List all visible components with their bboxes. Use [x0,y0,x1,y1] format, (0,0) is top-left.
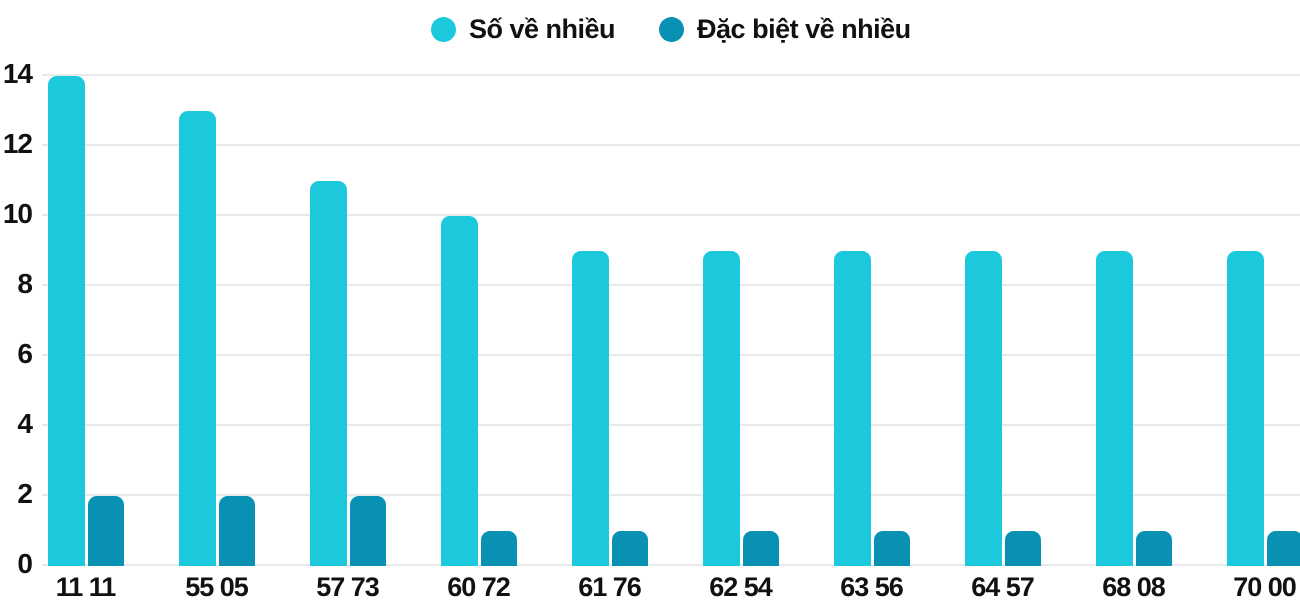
gridline [42,214,1300,216]
bar-ac-biet-ve-nhieu[interactable] [1266,531,1300,566]
y-tick-label: 12 [2,128,33,159]
gridline [42,144,1300,146]
gridline [42,424,1300,426]
bar-so-ve-nhieu[interactable] [1095,251,1133,566]
bar-so-ve-nhieu[interactable] [178,111,216,566]
bar-ac-biet-ve-nhieu[interactable] [1135,531,1172,566]
bar-ac-biet-ve-nhieu[interactable] [349,496,386,566]
x-axis-label: 63 56 [840,572,904,600]
bar-so-ve-nhieu[interactable] [1226,251,1264,566]
x-axis-label: 68 08 [1102,572,1166,600]
bar-so-ve-nhieu[interactable] [309,181,347,566]
bar-so-ve-nhieu[interactable] [702,251,740,566]
gridline [42,284,1300,286]
legend-label: Đặc biệt về nhiều [697,14,911,44]
y-tick-label: 14 [2,58,33,89]
x-axis-label: 62 54 [709,572,773,600]
bar-ac-biet-ve-nhieu[interactable] [218,496,255,566]
legend-label: Số về nhiều [469,14,616,44]
gridline [42,354,1300,356]
x-axis-label: 60 72 [447,572,511,600]
bar-so-ve-nhieu[interactable] [571,251,609,566]
legend-swatch-icon [431,17,456,42]
bar-ac-biet-ve-nhieu[interactable] [1004,531,1041,566]
x-axis-label: 61 76 [578,572,642,600]
x-axis-label: 70 00 [1233,572,1297,600]
bar-so-ve-nhieu[interactable] [964,251,1002,566]
y-tick-label: 6 [17,338,33,369]
bar-so-ve-nhieu[interactable] [47,76,85,566]
x-axis-label: 55 05 [185,572,249,600]
legend-item-ac-biet-ve-nhieu[interactable]: Đặc biệt về nhiều [659,14,911,45]
y-tick-label: 2 [17,478,33,509]
y-tick-label: 0 [17,548,33,579]
y-tick-label: 10 [2,198,33,229]
bar-ac-biet-ve-nhieu[interactable] [611,531,648,566]
bar-so-ve-nhieu[interactable] [833,251,871,566]
bar-ac-biet-ve-nhieu[interactable] [87,496,124,566]
bar-ac-biet-ve-nhieu[interactable] [873,531,910,566]
x-axis-label: 57 73 [316,572,380,600]
bar-so-ve-nhieu[interactable] [440,216,478,566]
bar-ac-biet-ve-nhieu[interactable] [742,531,779,566]
x-axis-label: 11 11 [55,572,117,600]
x-axis-label: 64 57 [971,572,1035,600]
gridline [42,564,1300,566]
bar-ac-biet-ve-nhieu[interactable] [480,531,517,566]
y-tick-label: 8 [17,268,33,299]
legend-swatch-icon [659,17,685,42]
gridline [42,494,1300,496]
legend-item-so-ve-nhieu[interactable]: Số về nhiều [431,14,616,45]
legend: Số về nhiều Đặc biệt về nhiều [431,14,911,45]
gridline [42,74,1300,76]
y-tick-label: 4 [17,408,33,439]
